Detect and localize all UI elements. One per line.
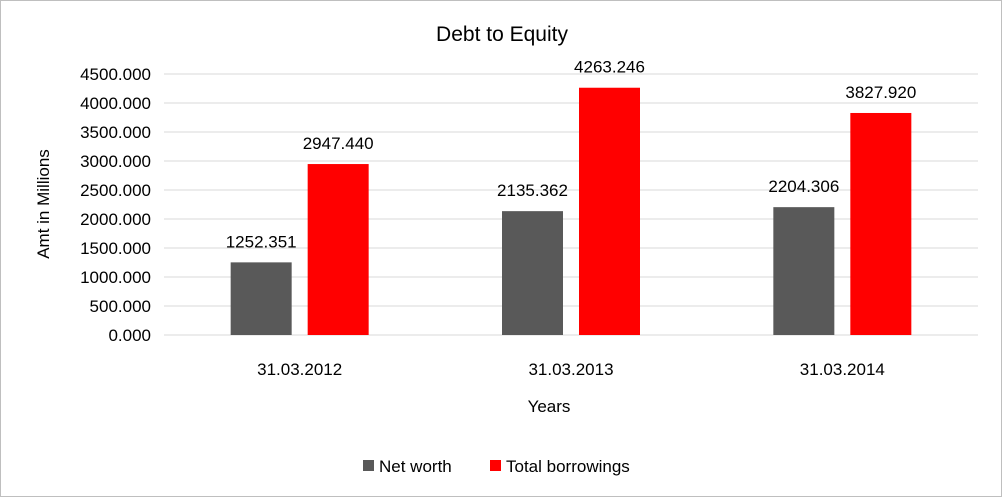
y-tick-label: 0.000 — [108, 326, 151, 345]
data-label: 2135.362 — [497, 181, 568, 200]
data-label: 4263.246 — [574, 58, 645, 77]
bar-net-worth — [773, 207, 835, 335]
y-tick-label: 1000.000 — [80, 268, 151, 287]
y-tick-label: 1500.000 — [80, 239, 151, 258]
y-tick-label: 3000.000 — [80, 152, 151, 171]
data-labels: 1252.351 2947.440 2135.362 4263.246 2204.306… — [226, 58, 917, 252]
x-tick-label: 31.03.2012 — [257, 360, 342, 379]
data-label: 3827.920 — [845, 83, 916, 102]
data-label: 2204.306 — [768, 177, 839, 196]
data-label: 1252.351 — [226, 232, 297, 251]
bar-net-worth — [230, 262, 292, 335]
y-tick-label: 3500.000 — [80, 123, 151, 142]
legend-swatch-net-worth — [363, 460, 374, 471]
bar-total-borrowings — [850, 112, 912, 335]
legend-swatch-total-borrowings — [490, 460, 501, 471]
y-tick-label: 4000.000 — [80, 94, 151, 113]
y-axis-ticks: 0.000 500.000 1000.000 1500.000 2000.000 2500… — [80, 65, 151, 345]
x-tick-label: 31.03.2014 — [800, 360, 885, 379]
y-tick-label: 500.000 — [90, 297, 151, 316]
chart-title: Debt to Equity — [436, 23, 568, 46]
data-label: 2947.440 — [303, 134, 374, 153]
legend-label: Net worth — [379, 457, 452, 476]
y-tick-label: 2500.000 — [80, 181, 151, 200]
x-axis-ticks: 31.03.2012 31.03.2013 31.03.2014 — [257, 360, 885, 379]
gridlines — [164, 73, 978, 336]
legend: Net worth Total borrowings — [363, 457, 630, 476]
bars — [230, 87, 912, 335]
y-axis-title: Amt in Millions — [34, 149, 53, 259]
x-tick-label: 31.03.2013 — [528, 360, 613, 379]
legend-label: Total borrowings — [506, 457, 630, 476]
bar-total-borrowings — [579, 87, 640, 335]
y-tick-label: 4500.000 — [80, 65, 151, 84]
x-axis-title: Years — [528, 397, 571, 416]
bar-net-worth — [502, 211, 563, 335]
y-tick-label: 2000.000 — [80, 210, 151, 229]
bar-total-borrowings — [307, 164, 369, 335]
